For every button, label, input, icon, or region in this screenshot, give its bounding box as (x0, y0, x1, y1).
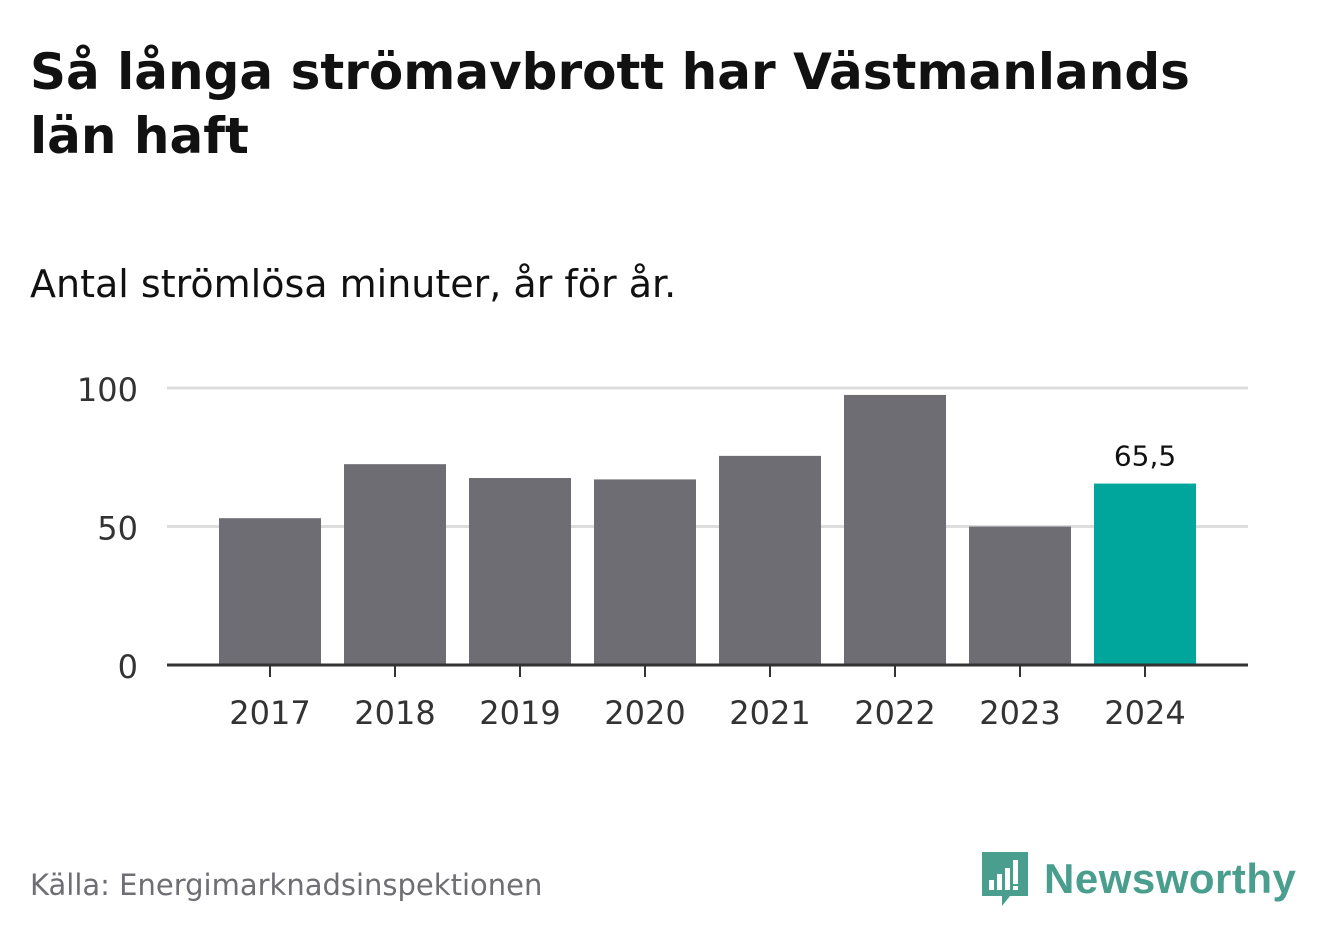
x-tick-label: 2022 (854, 694, 935, 732)
bar-2022 (844, 394, 946, 665)
bar-2018 (344, 464, 446, 665)
x-tick-label: 2018 (354, 694, 435, 732)
newsworthy-logo: Newsworthy (980, 850, 1296, 908)
y-tick-label: 0 (118, 648, 138, 686)
source-note: Källa: Energimarknadsinspektionen (30, 868, 543, 902)
bar-2021 (719, 455, 821, 665)
bar-chart: 0 50 100 2017 2018 2019 2020 2021 2022 2023 2024 65… (77, 371, 1248, 732)
bar-2017 (219, 518, 321, 665)
y-tick-label: 100 (77, 371, 138, 409)
brand-name: Newsworthy (1044, 855, 1297, 902)
bar-chart-speech-bubble-icon (982, 852, 1028, 906)
data-label: 65,5 (1114, 440, 1176, 473)
bar-2019 (469, 478, 571, 665)
chart-subtitle: Antal strömlösa minuter, år för år. (30, 262, 677, 306)
x-tick-label: 2017 (229, 694, 310, 732)
bar-2023 (969, 526, 1071, 665)
labels: 0 50 100 2017 2018 2019 2020 2021 2022 2023 2024 65… (77, 371, 1186, 732)
x-tick-label: 2019 (479, 694, 560, 732)
x-tick-label: 2023 (979, 694, 1060, 732)
bars (219, 394, 1196, 665)
bar-2024 (1094, 483, 1196, 665)
axes (167, 663, 1248, 677)
gridlines (167, 386, 1248, 528)
x-tick-label: 2021 (729, 694, 810, 732)
y-tick-label: 50 (97, 510, 138, 548)
chart-title: Så långa strömavbrott har Västmanlands l… (30, 43, 1190, 165)
x-tick-label: 2024 (1104, 694, 1185, 732)
x-tick-label: 2020 (604, 694, 685, 732)
bar-2020 (594, 479, 696, 665)
